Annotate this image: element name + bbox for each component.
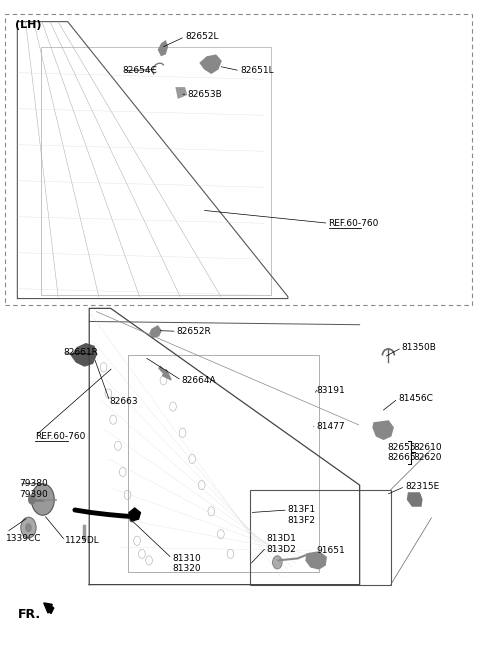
Text: 813F1: 813F1 <box>288 506 316 514</box>
Text: 1125DL: 1125DL <box>65 536 100 545</box>
Text: 82610: 82610 <box>413 443 442 451</box>
Text: 82651L: 82651L <box>240 66 274 75</box>
Text: 81320: 81320 <box>172 564 201 573</box>
Circle shape <box>21 517 36 538</box>
FancyArrow shape <box>44 603 54 613</box>
Text: 81456C: 81456C <box>398 394 433 403</box>
Polygon shape <box>373 421 393 440</box>
Polygon shape <box>175 87 187 99</box>
Circle shape <box>28 494 36 504</box>
Text: 82665: 82665 <box>387 453 416 462</box>
Bar <box>5 14 472 305</box>
Polygon shape <box>157 40 168 56</box>
Text: 1339CC: 1339CC <box>6 534 42 543</box>
Text: 82652R: 82652R <box>177 327 212 336</box>
Polygon shape <box>408 493 422 506</box>
Text: 813F2: 813F2 <box>288 516 316 525</box>
Text: 83191: 83191 <box>317 386 345 395</box>
Circle shape <box>83 536 86 541</box>
Bar <box>250 489 391 584</box>
Text: 81477: 81477 <box>317 422 345 431</box>
Text: 82655: 82655 <box>387 443 416 451</box>
Text: 81310: 81310 <box>172 554 201 563</box>
Text: 82654C: 82654C <box>123 66 157 75</box>
Text: (LH): (LH) <box>15 20 42 30</box>
Text: 82663: 82663 <box>110 397 138 406</box>
Text: 81350B: 81350B <box>402 343 437 352</box>
Text: REF.60-760: REF.60-760 <box>35 432 85 441</box>
Text: 91651: 91651 <box>317 546 345 555</box>
Circle shape <box>273 556 282 569</box>
Bar <box>41 47 271 295</box>
Circle shape <box>31 483 54 515</box>
Text: 79380: 79380 <box>19 480 48 488</box>
Polygon shape <box>72 344 96 366</box>
Text: 813D2: 813D2 <box>266 544 296 554</box>
Text: 82661R: 82661R <box>63 348 98 358</box>
Text: 82652L: 82652L <box>185 32 218 41</box>
Text: 813D1: 813D1 <box>266 534 296 543</box>
Text: FR.: FR. <box>17 608 41 621</box>
Text: 82664A: 82664A <box>181 376 216 385</box>
Text: REF.60-760: REF.60-760 <box>328 218 379 228</box>
Polygon shape <box>199 54 222 74</box>
FancyArrow shape <box>159 366 171 380</box>
Text: 82620: 82620 <box>413 453 442 462</box>
Text: 82653B: 82653B <box>187 91 222 100</box>
Polygon shape <box>129 508 141 521</box>
Polygon shape <box>306 552 326 569</box>
Circle shape <box>25 523 32 532</box>
Text: 79390: 79390 <box>19 490 48 499</box>
Polygon shape <box>150 326 161 337</box>
Bar <box>128 356 319 571</box>
Text: 82315E: 82315E <box>405 482 439 491</box>
